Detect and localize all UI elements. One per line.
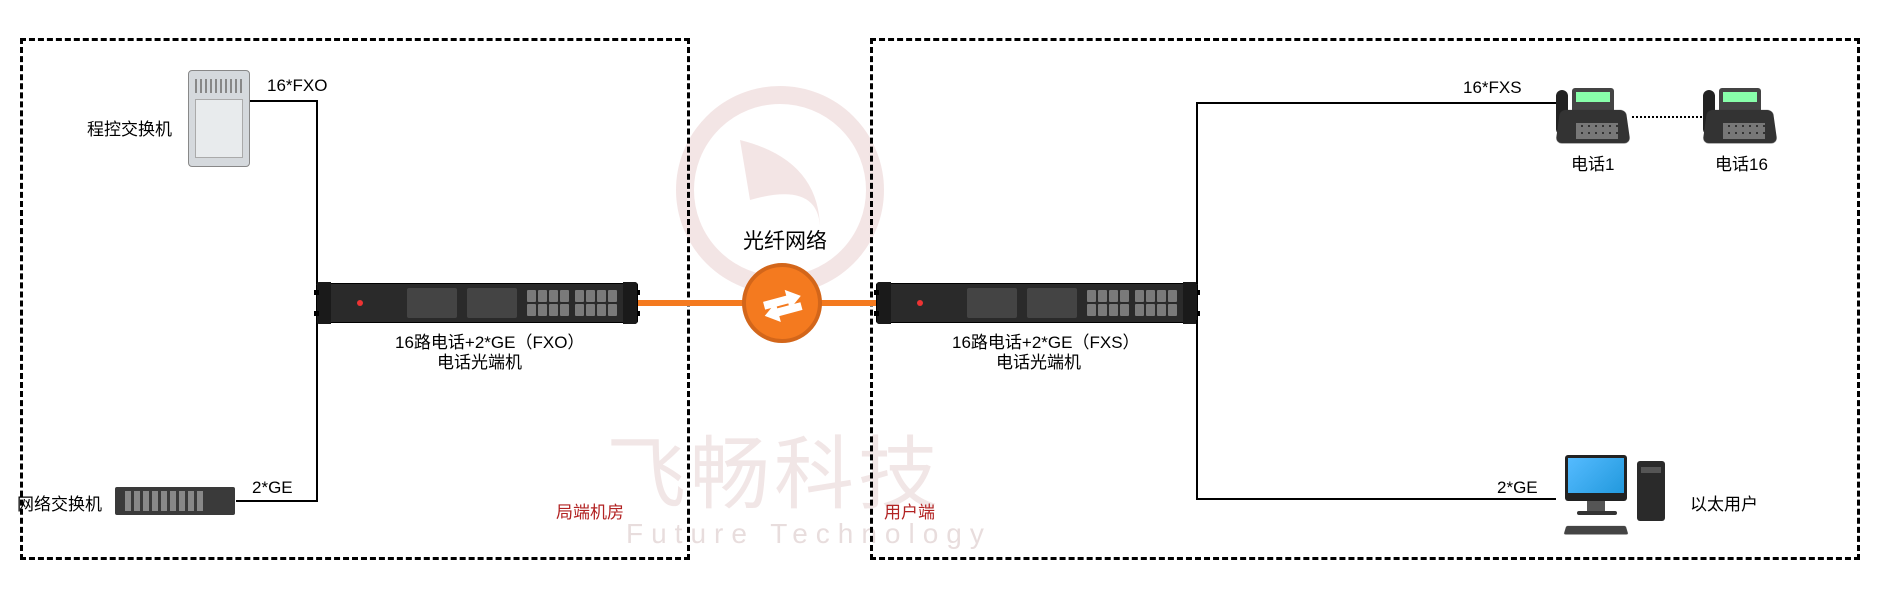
right-device-label-2: 电话光端机 xyxy=(996,348,1081,373)
pc-label: 以太用户 xyxy=(1690,490,1758,515)
fiber-network-icon xyxy=(742,263,822,343)
fiber-network-label: 光纤网络 xyxy=(743,225,827,255)
diagram-canvas: 飞畅科技 Future Technology 局端机房 用户端 光纤网络 程控交… xyxy=(0,0,1879,612)
phone-16-icon xyxy=(1705,88,1775,143)
switch-line-v xyxy=(316,320,318,502)
right-line-h-bot xyxy=(1196,498,1556,500)
pbx-icon xyxy=(188,70,250,167)
network-switch-icon xyxy=(115,487,235,515)
region-left-label: 局端机房 xyxy=(556,498,624,523)
pc-icon xyxy=(1565,455,1665,535)
pc-link-label: 2*GE xyxy=(1497,478,1538,498)
phone-1-icon xyxy=(1558,88,1628,143)
network-switch-label: 网络交换机 xyxy=(17,490,102,515)
phone-16-label: 电话16 xyxy=(1715,150,1768,175)
phone-1-label: 电话1 xyxy=(1571,150,1614,175)
right-optical-terminal-icon xyxy=(876,283,1198,323)
right-line-v-top xyxy=(1196,102,1198,284)
right-line-h-top xyxy=(1196,102,1556,104)
phones-link-label: 16*FXS xyxy=(1463,78,1522,98)
network-switch-link-label: 2*GE xyxy=(252,478,293,498)
phones-dotted-line xyxy=(1632,116,1702,118)
pbx-link-label: 16*FXO xyxy=(267,76,327,96)
pbx-line-h xyxy=(250,100,316,102)
right-line-v-bot xyxy=(1196,320,1198,500)
pbx-label: 程控交换机 xyxy=(87,115,172,140)
region-right-label: 用户端 xyxy=(884,498,935,523)
left-optical-terminal-icon xyxy=(316,283,638,323)
switch-line-h xyxy=(236,500,318,502)
left-device-label-2: 电话光端机 xyxy=(437,348,522,373)
pbx-line-v xyxy=(316,100,318,284)
